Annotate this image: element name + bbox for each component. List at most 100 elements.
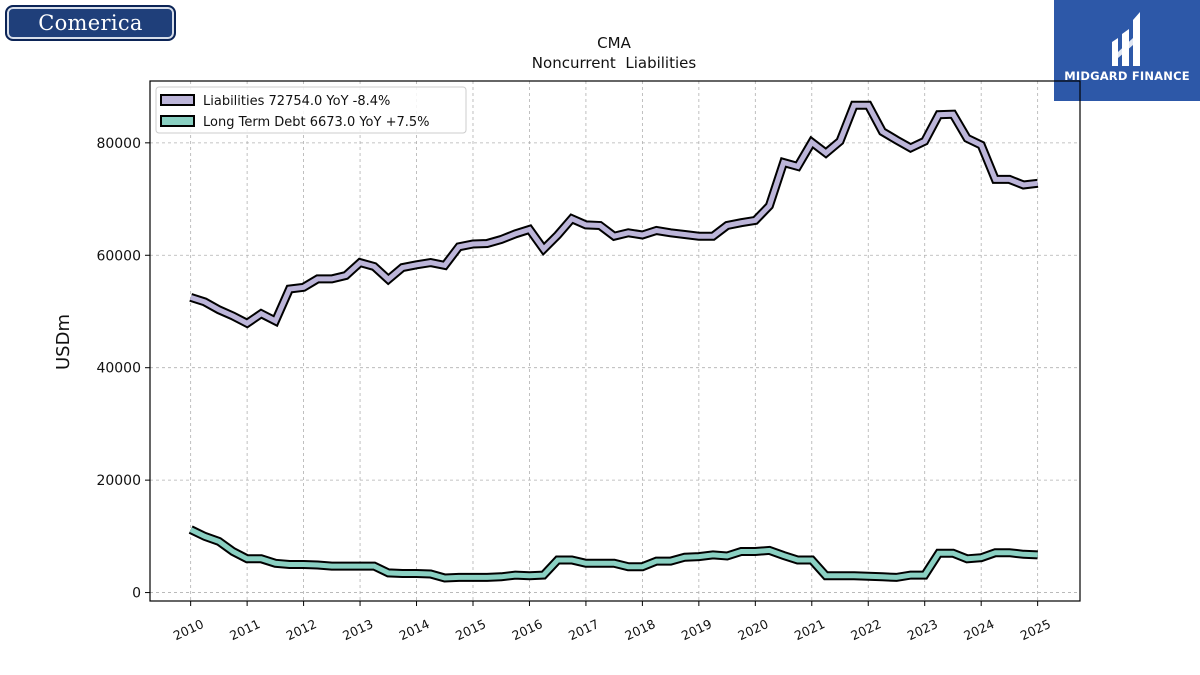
data-point xyxy=(259,557,263,561)
data-point xyxy=(330,277,334,281)
data-point xyxy=(612,234,616,238)
data-point xyxy=(287,287,291,291)
y-tick-label: 0 xyxy=(132,586,141,602)
data-point xyxy=(725,554,729,558)
x-tick-label: 2013 xyxy=(340,616,375,643)
data-point xyxy=(781,553,785,557)
data-point xyxy=(485,241,489,245)
data-point xyxy=(1007,551,1011,555)
y-tick-label: 40000 xyxy=(96,361,141,377)
data-point xyxy=(344,273,348,277)
y-tick-label: 80000 xyxy=(96,136,141,152)
data-point xyxy=(781,160,785,164)
data-point xyxy=(796,164,800,168)
data-point xyxy=(654,228,658,232)
x-tick-label: 2023 xyxy=(905,616,940,643)
data-point xyxy=(1021,183,1025,187)
data-point xyxy=(443,263,447,267)
x-tick-label: 2020 xyxy=(735,616,770,643)
data-point xyxy=(951,112,955,116)
data-point xyxy=(668,231,672,235)
data-point xyxy=(866,103,870,107)
data-point xyxy=(1036,181,1040,185)
data-point xyxy=(428,260,432,264)
data-point xyxy=(838,139,842,143)
data-point xyxy=(640,565,644,569)
data-point xyxy=(358,564,362,568)
data-point xyxy=(457,245,461,249)
x-tick-label: 2022 xyxy=(848,616,883,643)
x-tick-label: 2016 xyxy=(510,616,545,643)
data-point xyxy=(598,223,602,227)
data-point xyxy=(541,573,545,577)
data-point xyxy=(711,553,715,557)
data-point xyxy=(1021,552,1025,556)
data-point xyxy=(753,218,757,222)
data-point xyxy=(584,223,588,227)
legend-label: Liabilities 72754.0 YoY -8.4% xyxy=(203,94,390,109)
data-point xyxy=(245,321,249,325)
x-tick-label: 2015 xyxy=(453,616,488,643)
data-point xyxy=(471,575,475,579)
data-point xyxy=(584,561,588,565)
data-point xyxy=(908,573,912,577)
data-point xyxy=(556,558,560,562)
data-point xyxy=(725,223,729,227)
data-point xyxy=(301,285,305,289)
data-point xyxy=(965,136,969,140)
data-point xyxy=(259,312,263,316)
data-point xyxy=(344,564,348,568)
data-point xyxy=(894,575,898,579)
data-point xyxy=(923,139,927,143)
x-tick-label: 2017 xyxy=(566,616,601,643)
data-point xyxy=(640,233,644,237)
data-point xyxy=(245,557,249,561)
plot-frame xyxy=(149,80,1081,602)
data-point xyxy=(499,237,503,241)
data-point xyxy=(979,556,983,560)
x-tick-label: 2019 xyxy=(679,616,714,643)
data-point xyxy=(796,558,800,562)
data-point xyxy=(301,562,305,566)
data-point xyxy=(626,231,630,235)
data-point xyxy=(217,308,221,312)
x-tick-label: 2014 xyxy=(397,616,432,643)
data-point xyxy=(189,527,193,531)
x-tick-label: 2012 xyxy=(284,616,319,643)
data-point xyxy=(683,232,687,236)
data-point xyxy=(358,260,362,264)
data-point xyxy=(203,534,207,538)
data-point xyxy=(866,574,870,578)
data-point xyxy=(231,314,235,318)
data-point xyxy=(810,558,814,562)
y-axis-label: USDm xyxy=(53,314,74,370)
data-point xyxy=(485,575,489,579)
data-point xyxy=(993,177,997,181)
y-tick-label: 20000 xyxy=(96,473,141,489)
data-point xyxy=(951,551,955,555)
x-tick-label: 2025 xyxy=(1018,616,1053,643)
data-point xyxy=(203,300,207,304)
data-point xyxy=(612,561,616,565)
data-point xyxy=(852,574,856,578)
series-long-term-debt xyxy=(188,525,1038,583)
y-tick-label: 60000 xyxy=(96,248,141,264)
chart-subtitle: Noncurrent Liabilities xyxy=(532,54,697,72)
data-point xyxy=(414,263,418,267)
data-point xyxy=(923,573,927,577)
data-point xyxy=(767,204,771,208)
data-point xyxy=(739,221,743,225)
data-point xyxy=(443,576,447,580)
data-point xyxy=(386,571,390,575)
legend-box xyxy=(155,86,467,134)
data-point xyxy=(556,233,560,237)
data-point xyxy=(810,140,814,144)
data-point xyxy=(316,277,320,281)
data-point xyxy=(570,558,574,562)
data-point xyxy=(626,565,630,569)
data-point xyxy=(273,319,277,323)
legend-swatch xyxy=(160,94,195,106)
data-point xyxy=(908,146,912,150)
data-point xyxy=(513,232,517,236)
data-point xyxy=(570,217,574,221)
